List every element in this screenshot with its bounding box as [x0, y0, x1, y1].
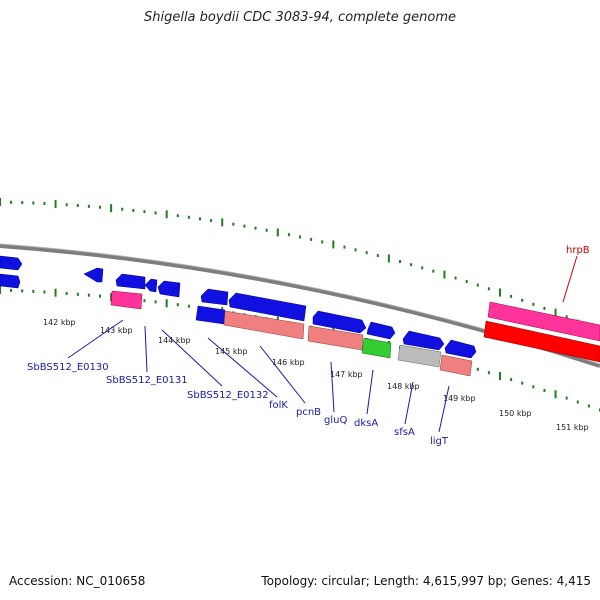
gene-label[interactable]: pcnB [296, 407, 321, 418]
pseudogene-feature[interactable] [307, 325, 364, 351]
gene-label[interactable]: sfsA [394, 427, 415, 438]
outer-scale-ring [0, 198, 600, 332]
leader-line [404, 381, 414, 425]
map-title: Shigella boydii CDC 3083-94, complete ge… [143, 10, 457, 25]
gene-label-hrpB[interactable]: hrpB [566, 245, 590, 256]
label-leaders [67, 255, 578, 433]
grey-feature[interactable] [397, 344, 442, 368]
feature-track-second [110, 290, 600, 377]
leader-line [161, 329, 223, 387]
rna-feature[interactable] [110, 290, 143, 310]
gene-arrow[interactable] [144, 278, 158, 293]
gene-label[interactable]: SbBS512_E0130 [27, 362, 109, 373]
gene-arrow[interactable] [444, 339, 477, 359]
leader-line [67, 319, 124, 359]
leader-line [438, 385, 450, 433]
gene-arrow[interactable] [195, 305, 226, 325]
scale-label: 145 kbp [215, 347, 248, 356]
gene-label[interactable]: gluQ [324, 415, 347, 426]
scale-label: 144 kbp [158, 336, 191, 345]
gene-arrow[interactable] [115, 273, 146, 290]
gene-track-forward [0, 255, 477, 359]
leader-line [259, 345, 306, 404]
leader-line [330, 361, 335, 413]
pseudogene-feature[interactable] [223, 310, 305, 340]
green-feature[interactable] [361, 337, 392, 359]
topology-text: Topology: circular; Length: 4,615,997 bp… [261, 574, 591, 588]
genome-backbone-highlight [0, 243, 600, 365]
scale-label: 146 kbp [272, 358, 305, 367]
pseudogene-feature[interactable] [439, 354, 473, 377]
gene-arrow[interactable] [157, 280, 181, 298]
scale-label: 150 kbp [499, 409, 532, 418]
scale-label: 149 kbp [443, 394, 476, 403]
gene-label[interactable]: ligT [430, 436, 449, 447]
gene-arrow[interactable] [312, 310, 367, 334]
scale-labels: 142 kbp 143 kbp 144 kbp 145 kbp 146 kbp … [43, 318, 589, 432]
gene-arrow[interactable] [228, 292, 307, 322]
leader-line-hrpB [562, 255, 578, 303]
gene-labels: SbBS512_E0130 SbBS512_E0131 SbBS512_E013… [27, 245, 590, 447]
scale-label: 147 kbp [330, 370, 363, 379]
leader-line [366, 369, 374, 415]
gene-arrow[interactable] [0, 255, 23, 271]
gene-arrow[interactable] [366, 321, 396, 340]
scale-label: 148 kbp [387, 382, 420, 391]
gene-arrow[interactable] [0, 273, 21, 289]
scale-label: 143 kbp [100, 326, 133, 335]
leader-line [144, 325, 148, 373]
scale-label: 142 kbp [43, 318, 76, 327]
accession-text: Accession: NC_010658 [9, 574, 146, 588]
gene-arrow[interactable] [83, 267, 104, 283]
gene-arrow[interactable] [200, 288, 229, 306]
gene-label[interactable]: dksA [354, 418, 378, 429]
leader-line [207, 337, 278, 398]
gene-label[interactable]: SbBS512_E0132 [187, 390, 269, 401]
gene-label[interactable]: folK [269, 400, 288, 411]
scale-label: 151 kbp [556, 423, 589, 432]
gene-arrow[interactable] [402, 330, 445, 351]
gene-label[interactable]: SbBS512_E0131 [106, 375, 188, 386]
rna-feature-hrpB-region[interactable] [487, 301, 600, 342]
red-feature[interactable] [483, 320, 600, 363]
